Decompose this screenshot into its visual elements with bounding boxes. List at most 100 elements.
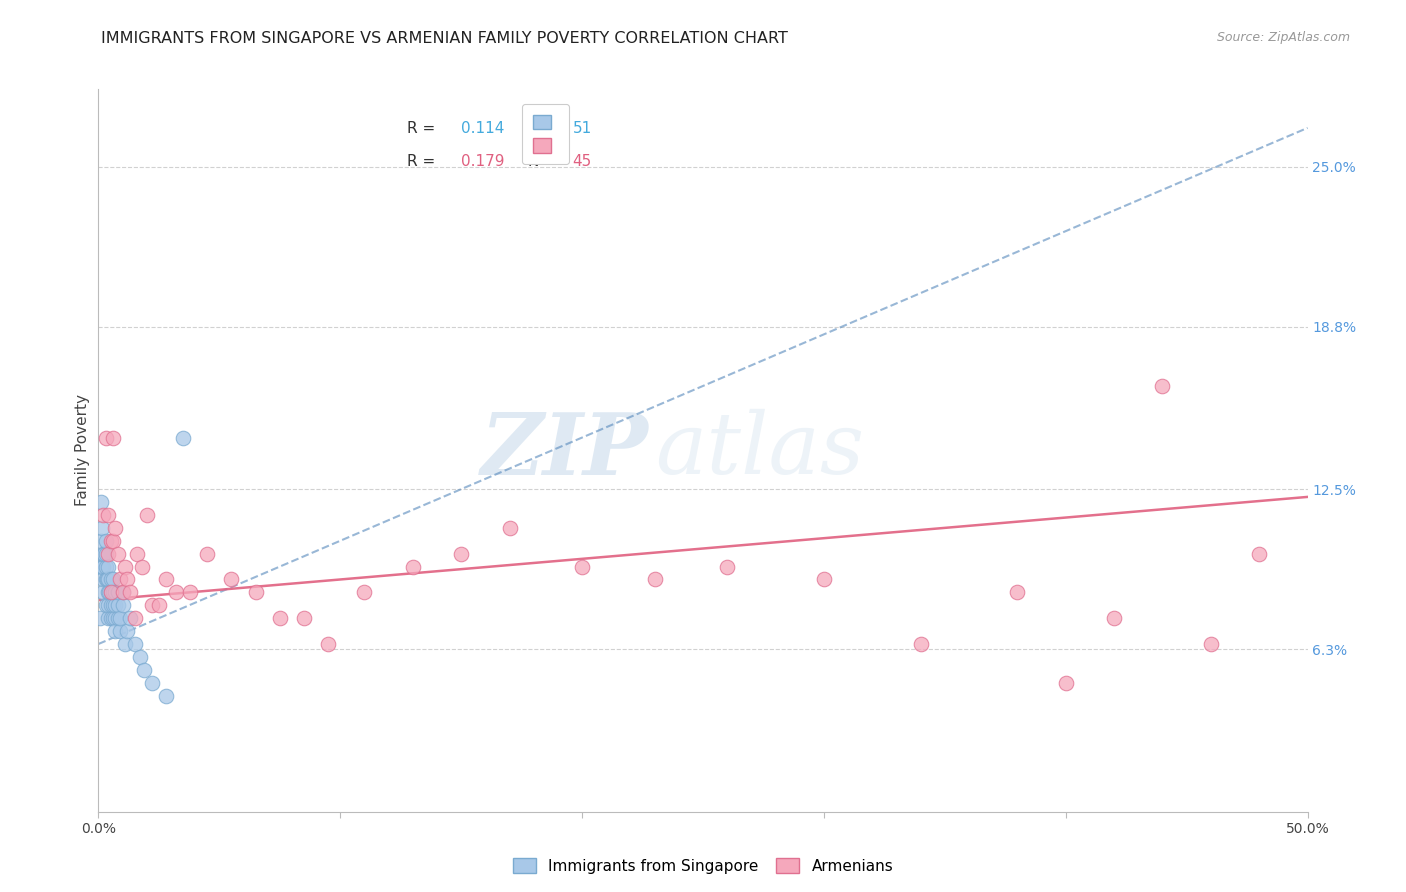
Text: N =: N = [527, 121, 561, 136]
Point [402, 559, 425, 574]
Point [1249, 547, 1271, 561]
Point [644, 573, 666, 587]
Point [107, 547, 129, 561]
Point [172, 431, 194, 445]
Point [910, 637, 932, 651]
Point [1007, 585, 1029, 599]
Point [571, 559, 593, 574]
Point [117, 573, 139, 587]
Point [94, 559, 117, 574]
Point [245, 585, 267, 599]
Point [98, 585, 121, 599]
Point [97, 508, 120, 522]
Point [165, 585, 187, 599]
Point [141, 599, 163, 613]
Point [135, 508, 157, 522]
Point [108, 624, 131, 639]
Text: R =: R = [406, 154, 440, 169]
Point [91, 559, 114, 574]
Point [93, 547, 115, 561]
Point [292, 611, 315, 625]
Point [128, 649, 150, 664]
Point [118, 611, 141, 625]
Text: IMMIGRANTS FROM SINGAPORE VS ARMENIAN FAMILY POVERTY CORRELATION CHART: IMMIGRANTS FROM SINGAPORE VS ARMENIAN FA… [101, 31, 789, 46]
Point [124, 611, 146, 625]
Point [97, 611, 120, 625]
Point [94, 547, 117, 561]
Point [1152, 379, 1174, 393]
Point [450, 547, 472, 561]
Text: 0.179: 0.179 [461, 154, 505, 169]
Legend: , : , [522, 104, 569, 164]
Point [91, 585, 114, 599]
Point [97, 599, 120, 613]
Point [111, 585, 134, 599]
Text: 51: 51 [572, 121, 592, 136]
Point [97, 547, 120, 561]
Point [141, 675, 163, 690]
Point [1102, 611, 1125, 625]
Point [353, 585, 375, 599]
Point [91, 573, 114, 587]
Point [100, 585, 122, 599]
Point [96, 573, 118, 587]
Point [111, 585, 134, 599]
Text: N =: N = [527, 154, 561, 169]
Point [131, 559, 153, 574]
Point [716, 559, 738, 574]
Text: Source: ZipAtlas.com: Source: ZipAtlas.com [1216, 31, 1350, 45]
Text: 0.114: 0.114 [461, 121, 505, 136]
Point [100, 585, 122, 599]
Point [813, 573, 835, 587]
Text: R =: R = [406, 121, 440, 136]
Text: ZIP: ZIP [481, 409, 648, 492]
Point [90, 559, 112, 574]
Point [104, 599, 127, 613]
Point [127, 547, 149, 561]
Point [155, 689, 177, 703]
Point [94, 599, 117, 613]
Point [91, 521, 114, 535]
Point [101, 573, 124, 587]
Point [134, 663, 156, 677]
Point [114, 637, 136, 651]
Point [221, 573, 243, 587]
Point [100, 533, 122, 548]
Point [94, 573, 117, 587]
Point [91, 559, 114, 574]
Legend: Immigrants from Singapore, Armenians: Immigrants from Singapore, Armenians [506, 852, 900, 880]
Point [101, 533, 124, 548]
Point [498, 521, 520, 535]
Point [104, 521, 127, 535]
Point [104, 624, 127, 639]
Point [118, 585, 141, 599]
Point [90, 495, 112, 509]
Point [107, 585, 129, 599]
Point [155, 573, 177, 587]
Point [107, 611, 129, 625]
Point [97, 573, 120, 587]
Point [90, 533, 112, 548]
Point [148, 599, 170, 613]
Point [104, 611, 127, 625]
Point [107, 599, 129, 613]
Point [108, 611, 131, 625]
Point [108, 573, 131, 587]
Point [269, 611, 291, 625]
Point [179, 585, 201, 599]
Point [100, 611, 122, 625]
Point [124, 637, 146, 651]
Point [100, 599, 122, 613]
Point [91, 508, 114, 522]
Point [316, 637, 339, 651]
Point [101, 599, 124, 613]
Point [101, 585, 124, 599]
Point [101, 431, 124, 445]
Point [114, 559, 136, 574]
Point [94, 431, 117, 445]
Point [195, 547, 218, 561]
Point [1199, 637, 1222, 651]
Point [97, 585, 120, 599]
Point [117, 624, 139, 639]
Text: atlas: atlas [655, 409, 863, 491]
